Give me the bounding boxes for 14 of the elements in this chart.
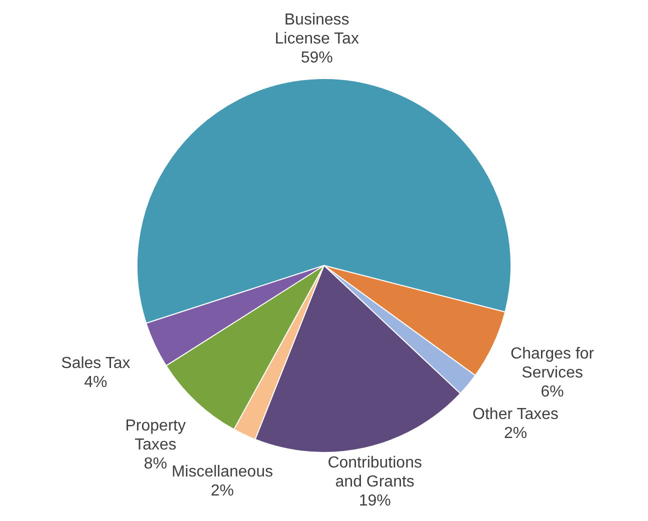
data-label: 59% [300, 49, 333, 66]
data-label: 19% [358, 492, 391, 510]
data-label: 2% [210, 482, 234, 500]
data-label: 8% [144, 455, 168, 472]
slice-label: Contributions and Grants [328, 454, 422, 490]
slice-label: Other Taxes [472, 406, 559, 423]
slice-label: Property Taxes [125, 417, 186, 454]
data-label: 2% [504, 424, 528, 442]
slice-label: Business License Tax [274, 11, 359, 48]
slice-label: Sales Tax [61, 354, 130, 372]
data-label: 4% [84, 374, 108, 391]
slice-label: Charges for Services [510, 345, 595, 382]
slice-label: Miscellaneous [172, 464, 273, 481]
data-label: 6% [540, 383, 564, 400]
